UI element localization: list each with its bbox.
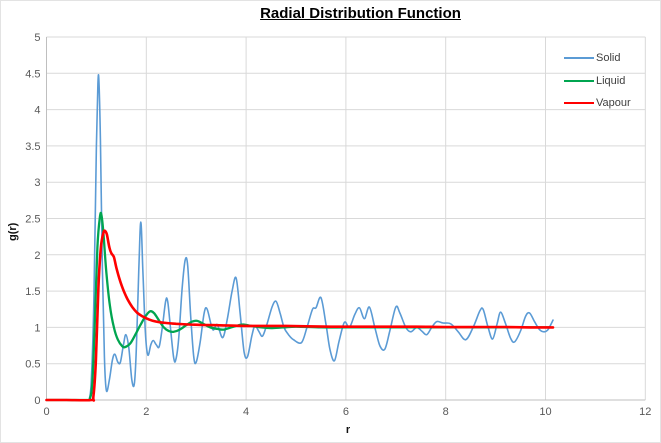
- y-tick-label: 1.5: [25, 286, 40, 298]
- y-tick-label: 0: [34, 395, 40, 407]
- legend-item-solid[interactable]: Solid: [564, 50, 631, 66]
- legend-item-liquid[interactable]: Liquid: [564, 73, 631, 89]
- x-axis-title: r: [345, 424, 351, 436]
- y-tick-label: 1: [34, 322, 40, 334]
- y-tick-label: 5: [34, 32, 40, 44]
- x-tick-label: 12: [639, 406, 651, 418]
- chart-title: Radial Distribution Function: [260, 5, 461, 22]
- x-tick-label: 8: [443, 406, 449, 418]
- y-tick-label: 3: [34, 177, 40, 189]
- legend-line-swatch-liquid: [564, 79, 594, 82]
- y-tick-label: 4: [34, 105, 40, 117]
- gridlines: [46, 36, 646, 400]
- legend-item-vapour[interactable]: Vapour: [564, 95, 631, 111]
- y-tick-label: 2: [34, 250, 40, 262]
- legend-label-vapour: Vapour: [596, 97, 631, 109]
- legend: Solid Liquid Vapour: [564, 50, 631, 118]
- legend-line-swatch-vapour: [564, 102, 594, 104]
- legend-line-swatch-solid: [564, 57, 594, 59]
- x-tick-label: 10: [539, 406, 551, 418]
- y-tick-label: 2.5: [25, 214, 40, 226]
- y-tick-label: 4.5: [25, 68, 40, 80]
- legend-label-liquid: Liquid: [596, 74, 626, 87]
- series-line-solid[interactable]: [45, 74, 554, 402]
- x-tick-label: 4: [243, 406, 249, 418]
- y-tick-label: 0.5: [25, 359, 40, 371]
- y-axis-title: g(r): [7, 222, 19, 241]
- series-line-liquid[interactable]: [45, 211, 552, 402]
- x-tick-label: 0: [43, 406, 49, 418]
- tick-labels: 0 0.5 1 1.5 2 2.5 3 3.5 4 4.5 5 0 2 4 6 8 10 12: [25, 32, 651, 418]
- series-line-vapour[interactable]: [45, 229, 555, 402]
- y-tick-label: 3.5: [25, 141, 40, 153]
- x-tick-label: 2: [143, 406, 149, 418]
- legend-label-solid: Solid: [596, 52, 621, 64]
- x-tick-label: 6: [343, 406, 349, 418]
